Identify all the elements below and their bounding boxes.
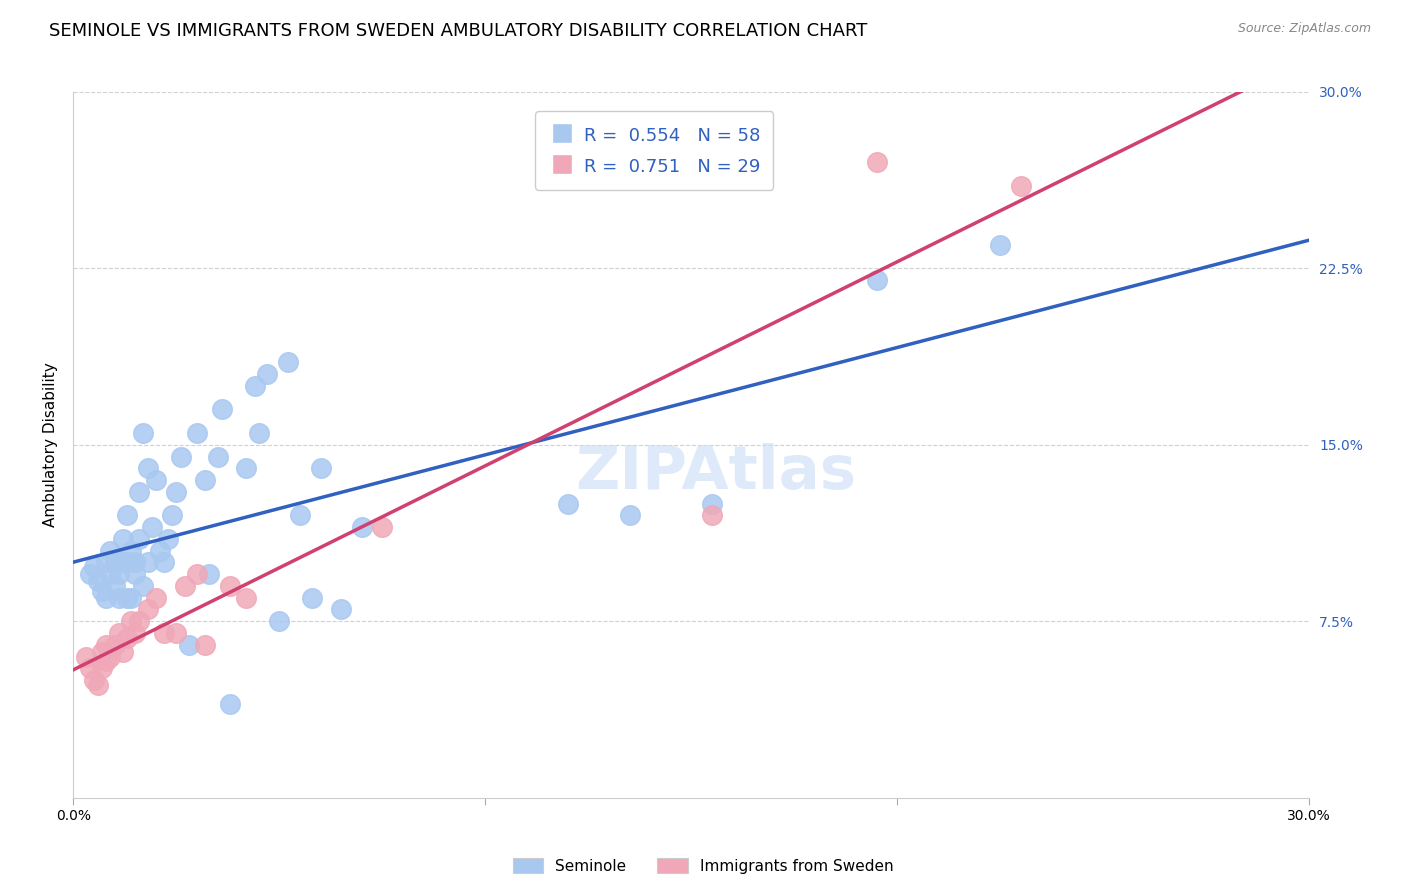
- Point: [124, 626, 146, 640]
- Point: [96, 638, 118, 652]
- Point: [235, 461, 257, 475]
- Point: [107, 626, 129, 640]
- Point: [700, 497, 723, 511]
- Point: [120, 591, 142, 605]
- Point: [866, 155, 889, 169]
- Point: [145, 591, 167, 605]
- Point: [111, 645, 134, 659]
- Text: ZIPAtlas: ZIPAtlas: [575, 443, 856, 502]
- Point: [219, 579, 242, 593]
- Point: [100, 543, 122, 558]
- Point: [330, 602, 353, 616]
- Point: [988, 237, 1011, 252]
- Point: [700, 508, 723, 523]
- Point: [194, 473, 217, 487]
- Point: [128, 532, 150, 546]
- Point: [173, 579, 195, 593]
- Point: [169, 450, 191, 464]
- Point: [207, 450, 229, 464]
- Point: [79, 661, 101, 675]
- Point: [557, 497, 579, 511]
- Point: [115, 555, 138, 569]
- Point: [153, 626, 176, 640]
- Legend: R =  0.554   N = 58, R =  0.751   N = 29: R = 0.554 N = 58, R = 0.751 N = 29: [536, 112, 773, 190]
- Point: [111, 555, 134, 569]
- Point: [619, 508, 641, 523]
- Point: [277, 355, 299, 369]
- Point: [132, 579, 155, 593]
- Point: [115, 631, 138, 645]
- Legend: Seminole, Immigrants from Sweden: Seminole, Immigrants from Sweden: [506, 852, 900, 880]
- Point: [124, 555, 146, 569]
- Point: [87, 678, 110, 692]
- Point: [100, 567, 122, 582]
- Point: [194, 638, 217, 652]
- Point: [256, 367, 278, 381]
- Point: [96, 591, 118, 605]
- Point: [124, 567, 146, 582]
- Point: [136, 555, 159, 569]
- Point: [288, 508, 311, 523]
- Point: [75, 649, 97, 664]
- Text: SEMINOLE VS IMMIGRANTS FROM SWEDEN AMBULATORY DISABILITY CORRELATION CHART: SEMINOLE VS IMMIGRANTS FROM SWEDEN AMBUL…: [49, 22, 868, 40]
- Point: [350, 520, 373, 534]
- Point: [247, 425, 270, 440]
- Point: [301, 591, 323, 605]
- Point: [309, 461, 332, 475]
- Point: [83, 560, 105, 574]
- Point: [91, 645, 114, 659]
- Point: [177, 638, 200, 652]
- Point: [107, 591, 129, 605]
- Point: [269, 614, 291, 628]
- Point: [198, 567, 221, 582]
- Point: [866, 273, 889, 287]
- Point: [211, 402, 233, 417]
- Point: [219, 697, 242, 711]
- Point: [165, 484, 187, 499]
- Point: [79, 567, 101, 582]
- Point: [186, 567, 208, 582]
- Point: [141, 520, 163, 534]
- Point: [136, 602, 159, 616]
- Point: [87, 574, 110, 589]
- Point: [120, 614, 142, 628]
- Point: [128, 484, 150, 499]
- Point: [136, 461, 159, 475]
- Point: [1010, 178, 1032, 193]
- Point: [149, 543, 172, 558]
- Point: [371, 520, 394, 534]
- Point: [120, 543, 142, 558]
- Point: [186, 425, 208, 440]
- Point: [145, 473, 167, 487]
- Point: [107, 567, 129, 582]
- Point: [100, 649, 122, 664]
- Point: [111, 532, 134, 546]
- Point: [96, 555, 118, 569]
- Point: [115, 508, 138, 523]
- Point: [157, 532, 180, 546]
- Y-axis label: Ambulatory Disability: Ambulatory Disability: [44, 362, 58, 527]
- Point: [104, 555, 127, 569]
- Point: [128, 614, 150, 628]
- Point: [96, 654, 118, 668]
- Point: [165, 626, 187, 640]
- Point: [104, 638, 127, 652]
- Point: [104, 579, 127, 593]
- Text: Source: ZipAtlas.com: Source: ZipAtlas.com: [1237, 22, 1371, 36]
- Point: [91, 661, 114, 675]
- Point: [153, 555, 176, 569]
- Point: [83, 673, 105, 687]
- Point: [235, 591, 257, 605]
- Point: [243, 379, 266, 393]
- Point: [115, 591, 138, 605]
- Point: [91, 583, 114, 598]
- Point: [162, 508, 184, 523]
- Point: [132, 425, 155, 440]
